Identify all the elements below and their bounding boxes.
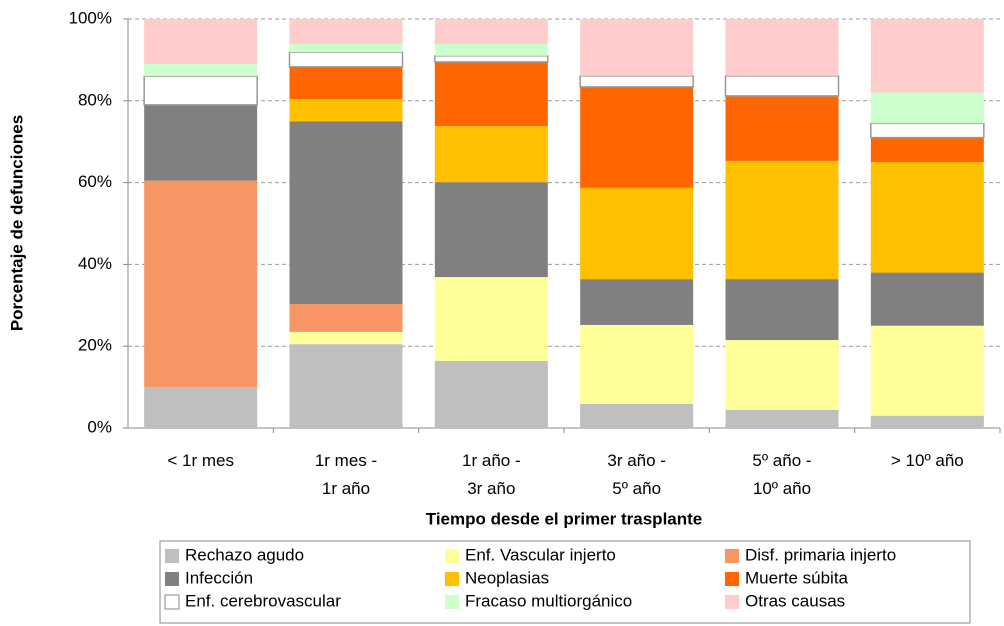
bar-segment: [144, 180, 258, 388]
bar-segment: [289, 43, 403, 53]
legend-swatch: [445, 549, 459, 563]
bar-segment: [434, 360, 548, 428]
legend-label: Disf. primaria injerto: [745, 545, 896, 564]
bar-segment: [725, 160, 839, 280]
bar-segment: [725, 95, 839, 161]
bar-segment: [870, 325, 984, 416]
bar-segment: [580, 324, 694, 404]
bar-segment: [870, 415, 984, 428]
bar-segment: [434, 277, 548, 361]
bar-segment: [434, 55, 549, 63]
y-axis-title: Porcentaje de defunciones: [7, 115, 26, 331]
bar-segment: [870, 19, 984, 93]
x-tick-label: > 10º año: [891, 451, 964, 470]
bar-segment: [289, 66, 403, 100]
legend-swatch: [445, 572, 459, 586]
bar-segment: [725, 279, 839, 341]
bar-segment: [288, 51, 404, 68]
bar-segment: [144, 19, 258, 64]
legend-box: [159, 540, 971, 624]
y-tick-label: 20%: [78, 336, 112, 355]
bar-segment: [725, 340, 839, 411]
legend-swatch: [164, 594, 180, 610]
x-tick-label: 1r mes -1r año: [315, 451, 377, 498]
bar-segment: [289, 304, 403, 332]
bar-segment: [725, 19, 839, 76]
bar-segment: [144, 387, 258, 428]
bar-segment: [289, 121, 403, 305]
legend-swatch: [165, 572, 179, 586]
bar-segment: [579, 75, 694, 88]
bar-segment: [434, 126, 548, 183]
x-tick-label: < 1r mes: [167, 451, 234, 470]
y-tick-label: 60%: [78, 172, 112, 191]
bar-segment: [580, 403, 694, 428]
bar-segment: [434, 182, 548, 278]
bar-segment: [870, 272, 984, 326]
y-tick-label: 80%: [78, 90, 112, 109]
bar-segment: [870, 137, 984, 163]
bar-segment: [724, 75, 840, 97]
bar-segment: [434, 19, 548, 44]
legend-swatch: [725, 572, 739, 586]
bar-segment: [434, 43, 548, 56]
legend-label: Enf. cerebrovascular: [185, 591, 341, 610]
x-tick-label: 3r año -5º año: [607, 451, 666, 498]
y-tick-label: 40%: [78, 254, 112, 273]
legend-swatch: [445, 595, 459, 609]
bar-segment: [870, 162, 984, 273]
legend-label: Infección: [185, 568, 253, 587]
bar-segment: [725, 410, 839, 428]
bar-segment: [289, 331, 403, 345]
legend-label: Neoplasias: [465, 568, 549, 587]
legend-swatch: [165, 549, 179, 563]
bar-segment: [580, 19, 694, 76]
bar-segment: [870, 122, 985, 139]
bar-segment: [289, 344, 403, 428]
legend-label: Rechazo agudo: [185, 545, 304, 564]
y-tick-label: 0%: [87, 417, 112, 436]
bar-segment: [143, 75, 258, 106]
bar-segment: [144, 63, 258, 77]
legend-label: Fracaso multiorgánico: [465, 591, 632, 610]
x-tick-label: 5º año -10º año: [752, 451, 811, 498]
bar-segment: [434, 61, 548, 127]
legend-swatch: [725, 549, 739, 563]
x-axis-title: Tiempo desde el primer trasplante: [426, 509, 703, 528]
bar-segment: [580, 187, 694, 280]
bar-segment: [580, 279, 694, 325]
legend-label: Otras causas: [745, 591, 845, 610]
x-tick-label: 1r año -3r año: [462, 451, 521, 498]
bar-segment: [289, 19, 403, 44]
bar-segment: [289, 99, 403, 122]
legend-label: Muerte súbita: [745, 568, 849, 587]
bar-segment: [144, 104, 258, 181]
y-tick-label: 100%: [69, 8, 112, 27]
bar-segment: [580, 86, 694, 188]
bar-segment: [870, 92, 984, 124]
legend-label: Enf. Vascular injerto: [465, 545, 616, 564]
legend-swatch: [725, 595, 739, 609]
